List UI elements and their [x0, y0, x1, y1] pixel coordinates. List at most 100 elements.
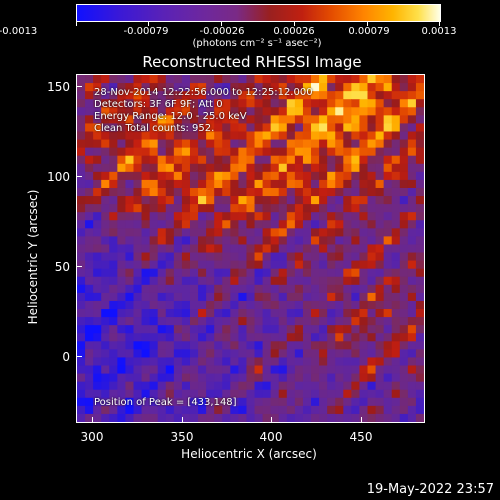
image-pixel [335, 260, 344, 270]
image-pixel [109, 83, 118, 92]
image-pixel [286, 325, 296, 334]
image-pixel [133, 91, 143, 100]
x-tick [182, 417, 183, 423]
image-pixel [117, 276, 127, 286]
image-pixel [149, 187, 159, 197]
image-pixel [222, 228, 231, 237]
image-pixel [359, 341, 369, 350]
image-pixel [165, 300, 175, 310]
image-pixel [254, 413, 264, 422]
image-pixel [173, 83, 183, 92]
image-pixel [125, 405, 135, 415]
image-pixel [399, 349, 409, 359]
image-pixel [133, 139, 143, 149]
image-pixel [77, 99, 86, 108]
image-pixel [214, 268, 223, 278]
image-pixel [254, 373, 264, 383]
image-pixel [141, 349, 151, 359]
image-pixel [157, 115, 167, 125]
image-pixel [101, 260, 110, 270]
image-pixel [415, 163, 424, 173]
image-pixel [222, 99, 231, 108]
image-pixel [302, 389, 312, 399]
image-pixel [85, 204, 94, 213]
image-pixel [399, 300, 409, 310]
image-pixel [133, 276, 143, 286]
image-pixel [246, 228, 256, 237]
image-pixel [141, 325, 151, 334]
image-pixel [109, 333, 118, 342]
image-pixel [189, 341, 199, 350]
image-pixel [173, 268, 183, 278]
image-pixel [101, 357, 110, 367]
image-pixel [149, 397, 159, 407]
image-pixel [383, 284, 393, 294]
image-pixel [319, 212, 328, 221]
image-pixel [149, 179, 159, 189]
image-pixel [85, 276, 94, 286]
image-pixel [311, 397, 320, 407]
image-pixel [359, 373, 369, 383]
image-pixel [222, 317, 231, 326]
image-pixel [270, 139, 280, 149]
image-pixel [270, 349, 280, 359]
image-pixel [367, 123, 377, 133]
image-pixel [157, 317, 167, 326]
image-pixel [399, 309, 409, 318]
image-pixel [311, 99, 320, 108]
image-pixel [383, 397, 393, 407]
colorbar-label: 0.00079 [348, 26, 390, 37]
image-pixel [302, 373, 312, 383]
image-pixel [359, 357, 369, 367]
image-pixel [294, 365, 304, 375]
image-pixel [222, 155, 231, 165]
image-pixel [141, 252, 151, 262]
image-pixel [343, 381, 352, 391]
image-pixel [189, 300, 199, 310]
image-pixel [278, 99, 288, 108]
image-pixel [238, 325, 248, 334]
image-pixel [367, 91, 377, 100]
image-pixel [77, 381, 86, 391]
image-pixel [109, 397, 118, 407]
image-pixel [117, 236, 127, 246]
image-pixel [133, 292, 143, 302]
image-pixel [141, 204, 151, 213]
image-pixel [206, 236, 215, 246]
image-pixel [125, 397, 135, 407]
image-pixel [407, 300, 417, 310]
y-tick [76, 176, 82, 177]
image-pixel [85, 357, 94, 367]
image-pixel [302, 405, 312, 415]
image-pixel [133, 333, 143, 342]
image-pixel [302, 276, 312, 286]
image-pixel [77, 260, 86, 270]
image-pixel [302, 309, 312, 318]
image-pixel [278, 83, 288, 92]
image-pixel [85, 389, 94, 399]
image-pixel [222, 131, 231, 141]
image-pixel [383, 99, 393, 108]
image-pixel [109, 292, 118, 302]
image-pixel [270, 341, 280, 350]
image-pixel [375, 99, 385, 108]
image-pixel [93, 75, 102, 84]
image-pixel [335, 381, 344, 391]
image-pixel [173, 107, 183, 116]
image-pixel [319, 228, 328, 237]
image-pixel [214, 123, 223, 133]
image-pixel [311, 75, 320, 84]
image-pixel [367, 389, 377, 399]
image-pixel [399, 244, 409, 254]
image-pixel [230, 187, 239, 197]
image-pixel [335, 163, 344, 173]
image-pixel [101, 365, 110, 375]
image-pixel [319, 317, 328, 326]
image-pixel [343, 83, 352, 92]
image-pixel [206, 357, 215, 367]
image-pixel [407, 292, 417, 302]
image-pixel [165, 397, 175, 407]
image-pixel [294, 252, 304, 262]
image-pixel [294, 276, 304, 286]
image-pixel [391, 381, 401, 391]
